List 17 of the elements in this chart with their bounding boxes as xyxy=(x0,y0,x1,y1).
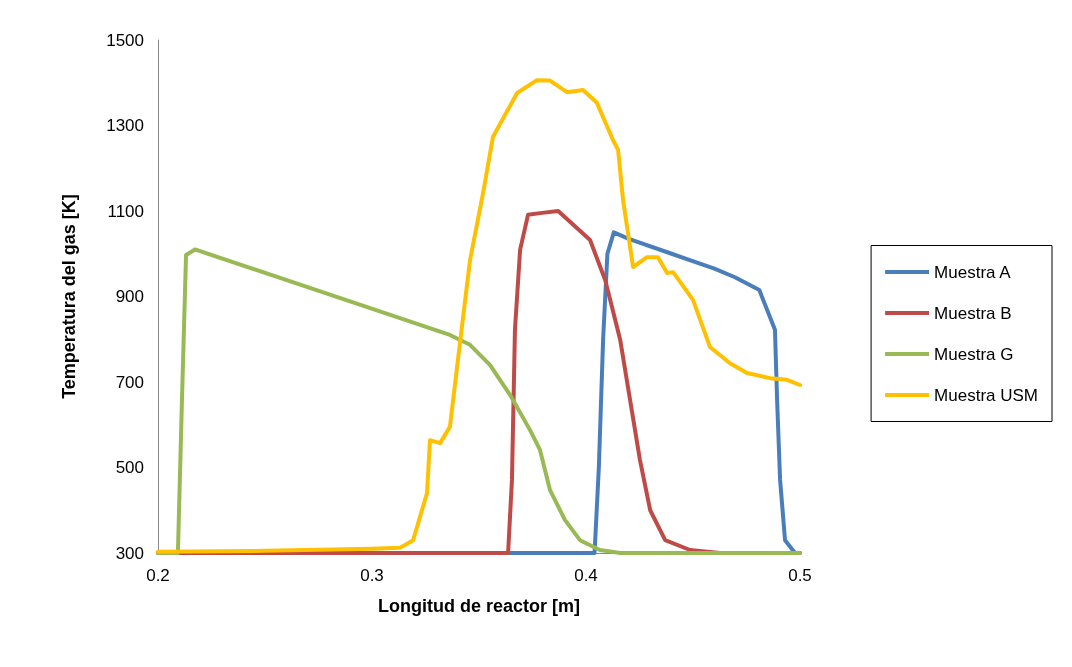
y-tick-label: 1300 xyxy=(106,116,144,135)
y-tick-label: 900 xyxy=(115,287,144,306)
y-tick-label: 500 xyxy=(115,458,144,477)
y-axis-title: Temperatura del gas [K] xyxy=(59,194,79,399)
x-tick-label: 0.2 xyxy=(146,566,170,585)
x-tick-label: 0.3 xyxy=(360,566,384,585)
legend-label: Muestra A xyxy=(934,262,1012,282)
y-tick-label: 300 xyxy=(115,543,144,563)
legend-label: Muestra G xyxy=(934,344,1014,364)
y-tick-label: 1500 xyxy=(106,30,144,50)
x-tick-label: 0.4 xyxy=(574,566,598,585)
x-axis-title: Longitud de reactor [m] xyxy=(378,596,580,616)
legend-label: Muestra USM xyxy=(934,385,1039,405)
legend-label: Muestra B xyxy=(934,303,1012,323)
y-tick-label: 1100 xyxy=(107,201,144,221)
x-tick-label: 0.5 xyxy=(788,566,812,585)
y-tick-label: 700 xyxy=(115,372,144,392)
